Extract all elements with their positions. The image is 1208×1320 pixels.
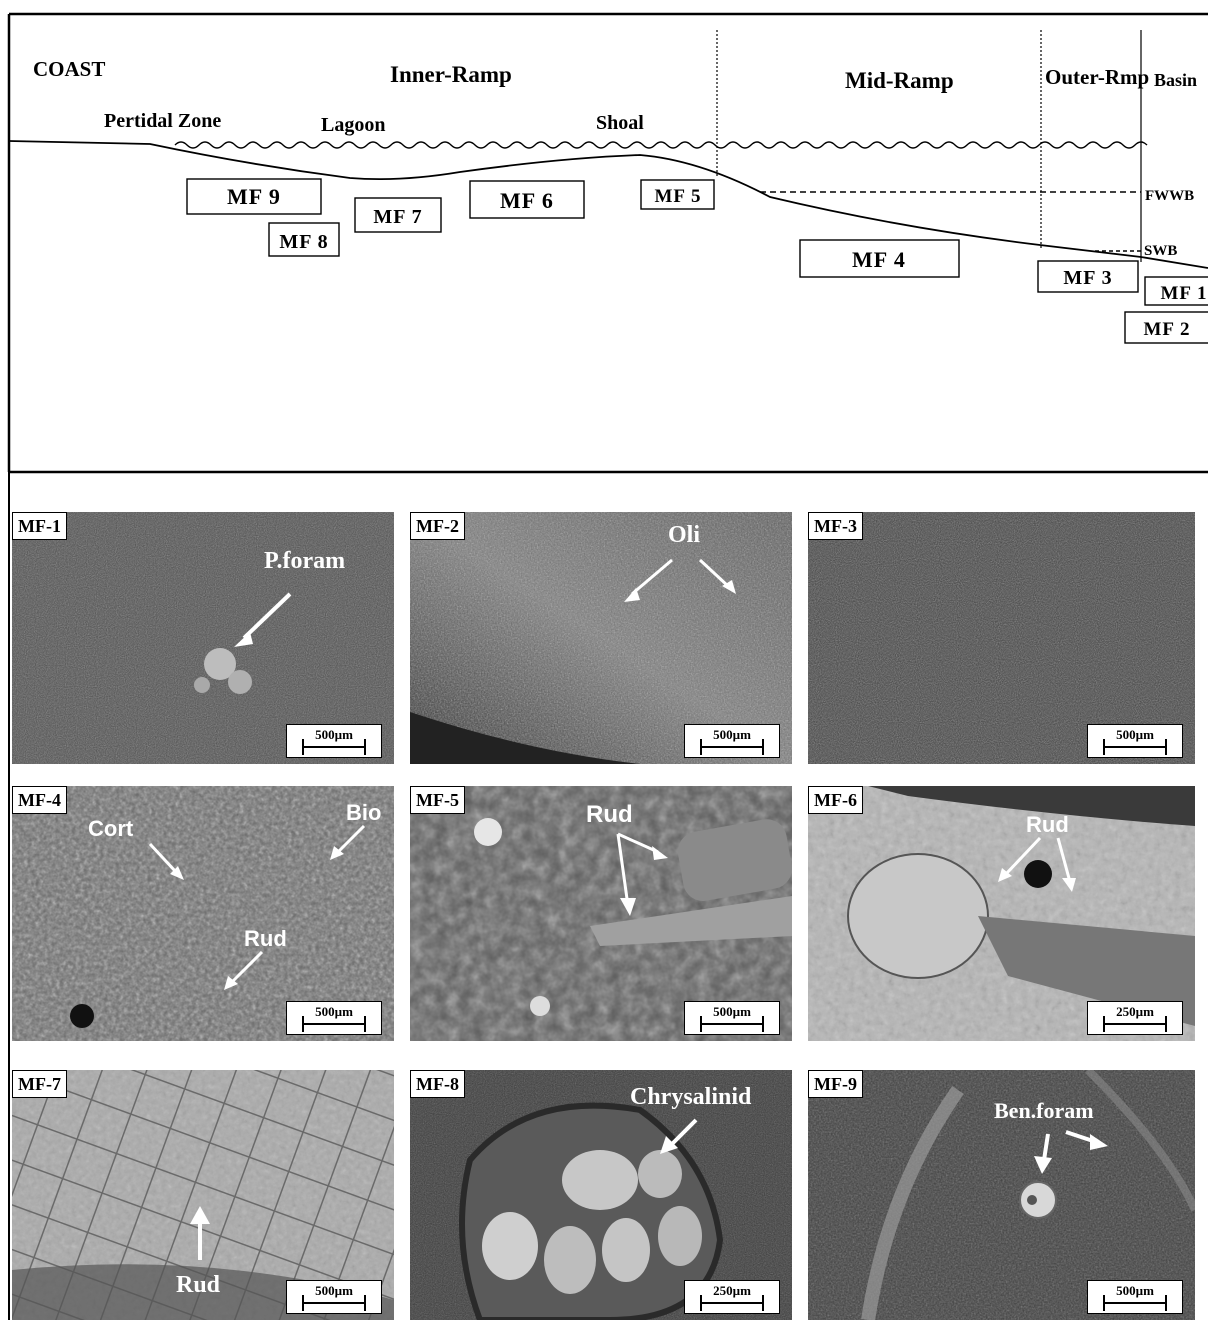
scale-bar: 500µm: [684, 1001, 780, 1035]
panel-mf5: Rud MF-5 500µm: [410, 786, 792, 1041]
scale-bar: 250µm: [1087, 1001, 1183, 1035]
annotation-benforam: Ben.foram: [994, 1098, 1094, 1123]
zone-coast: COAST: [33, 57, 105, 81]
planktonic-foram: [204, 648, 236, 680]
annotation-bio: Bio: [346, 800, 381, 825]
scale-bar: 250µm: [684, 1280, 780, 1314]
svg-text:MF 2: MF 2: [1143, 319, 1190, 340]
annotation-rud: Rud: [586, 801, 633, 828]
zone-inner-ramp: Inner-Ramp: [390, 62, 512, 87]
fwwb-label: FWWB: [1145, 188, 1194, 204]
panel-tag: MF-1: [12, 512, 67, 540]
scale-bar: 500µm: [684, 724, 780, 758]
panel-tag: MF-3: [808, 512, 863, 540]
svg-text:MF 9: MF 9: [227, 184, 281, 209]
frame-edge: [8, 472, 10, 1320]
annotation-chrysalinid: Chrysalinid: [630, 1084, 752, 1110]
facies-mf7: MF 7: [354, 197, 442, 233]
panel-tag: MF-6: [808, 786, 863, 814]
facies-mf2: MF 2: [1124, 311, 1208, 344]
svg-text:MF 1: MF 1: [1160, 283, 1207, 304]
ramp-profile-diagram: COAST Inner-Ramp Mid-Ramp Outer-Rmp Basi…: [7, 12, 1208, 480]
benthic-foram: [1019, 1181, 1057, 1219]
svg-text:MF 5: MF 5: [654, 186, 701, 207]
scale-bar: 500µm: [1087, 1280, 1183, 1314]
panel-mf8: Chrysalinid MF-8 250µm: [410, 1070, 792, 1320]
subzone-shoal: Shoal: [596, 112, 644, 134]
subzone-peritidal: Pertidal Zone: [104, 110, 221, 132]
subzone-lagoon: Lagoon: [321, 114, 385, 136]
scale-bar: 500µm: [1087, 724, 1183, 758]
panel-mf4: Cort Bio Rud MF-4 500µm: [12, 786, 394, 1041]
zone-mid-ramp: Mid-Ramp: [845, 68, 954, 93]
panel-tag: MF-2: [410, 512, 465, 540]
panel-tag: MF-5: [410, 786, 465, 814]
panel-mf2: Oli MF-2 500µm: [410, 512, 792, 764]
scale-bar: 500µm: [286, 1280, 382, 1314]
panel-mf3: MF-3 500µm: [808, 512, 1195, 764]
annotation-rud: Rud: [176, 1272, 221, 1298]
facies-mf3: MF 3: [1037, 260, 1139, 293]
annotation-oli: Oli: [668, 522, 700, 548]
panel-tag: MF-4: [12, 786, 67, 814]
annotation-rud: Rud: [1026, 812, 1069, 837]
zone-outer-ramp: Outer-Rmp: [1045, 65, 1149, 89]
facies-mf9: MF 9: [186, 178, 322, 215]
annotation-cort: Cort: [88, 816, 134, 841]
svg-text:MF 8: MF 8: [279, 231, 328, 253]
panel-tag: MF-7: [12, 1070, 67, 1098]
facies-mf4: MF 4: [799, 239, 960, 278]
svg-text:MF 7: MF 7: [373, 206, 422, 228]
svg-text:MF 3: MF 3: [1063, 267, 1112, 289]
facies-mf8: MF 8: [268, 222, 340, 257]
panel-mf7: Rud MF-7 500µm: [12, 1070, 394, 1320]
facies-mf1: MF 1: [1144, 276, 1208, 306]
svg-text:MF 4: MF 4: [852, 247, 906, 272]
facies-mf5: MF 5: [640, 179, 715, 210]
seafloor-profile: [8, 140, 1208, 269]
panel-tag: MF-8: [410, 1070, 465, 1098]
swb-label: SWB: [1144, 243, 1177, 259]
annotation-pforam: P.foram: [264, 548, 345, 574]
panel-mf1: P.foram MF-1 500µm: [12, 512, 394, 764]
svg-text:MF 6: MF 6: [500, 188, 554, 213]
zone-basin: Basin: [1154, 70, 1197, 90]
panel-tag: MF-9: [808, 1070, 863, 1098]
panel-mf9: Ben.foram MF-9 500µm: [808, 1070, 1195, 1320]
facies-mf6: MF 6: [469, 180, 585, 219]
scale-bar: 500µm: [286, 1001, 382, 1035]
annotation-rud: Rud: [244, 926, 287, 951]
panel-mf6: Rud MF-6 250µm: [808, 786, 1195, 1041]
scale-bar: 500µm: [286, 724, 382, 758]
sea-surface: [174, 141, 1148, 149]
